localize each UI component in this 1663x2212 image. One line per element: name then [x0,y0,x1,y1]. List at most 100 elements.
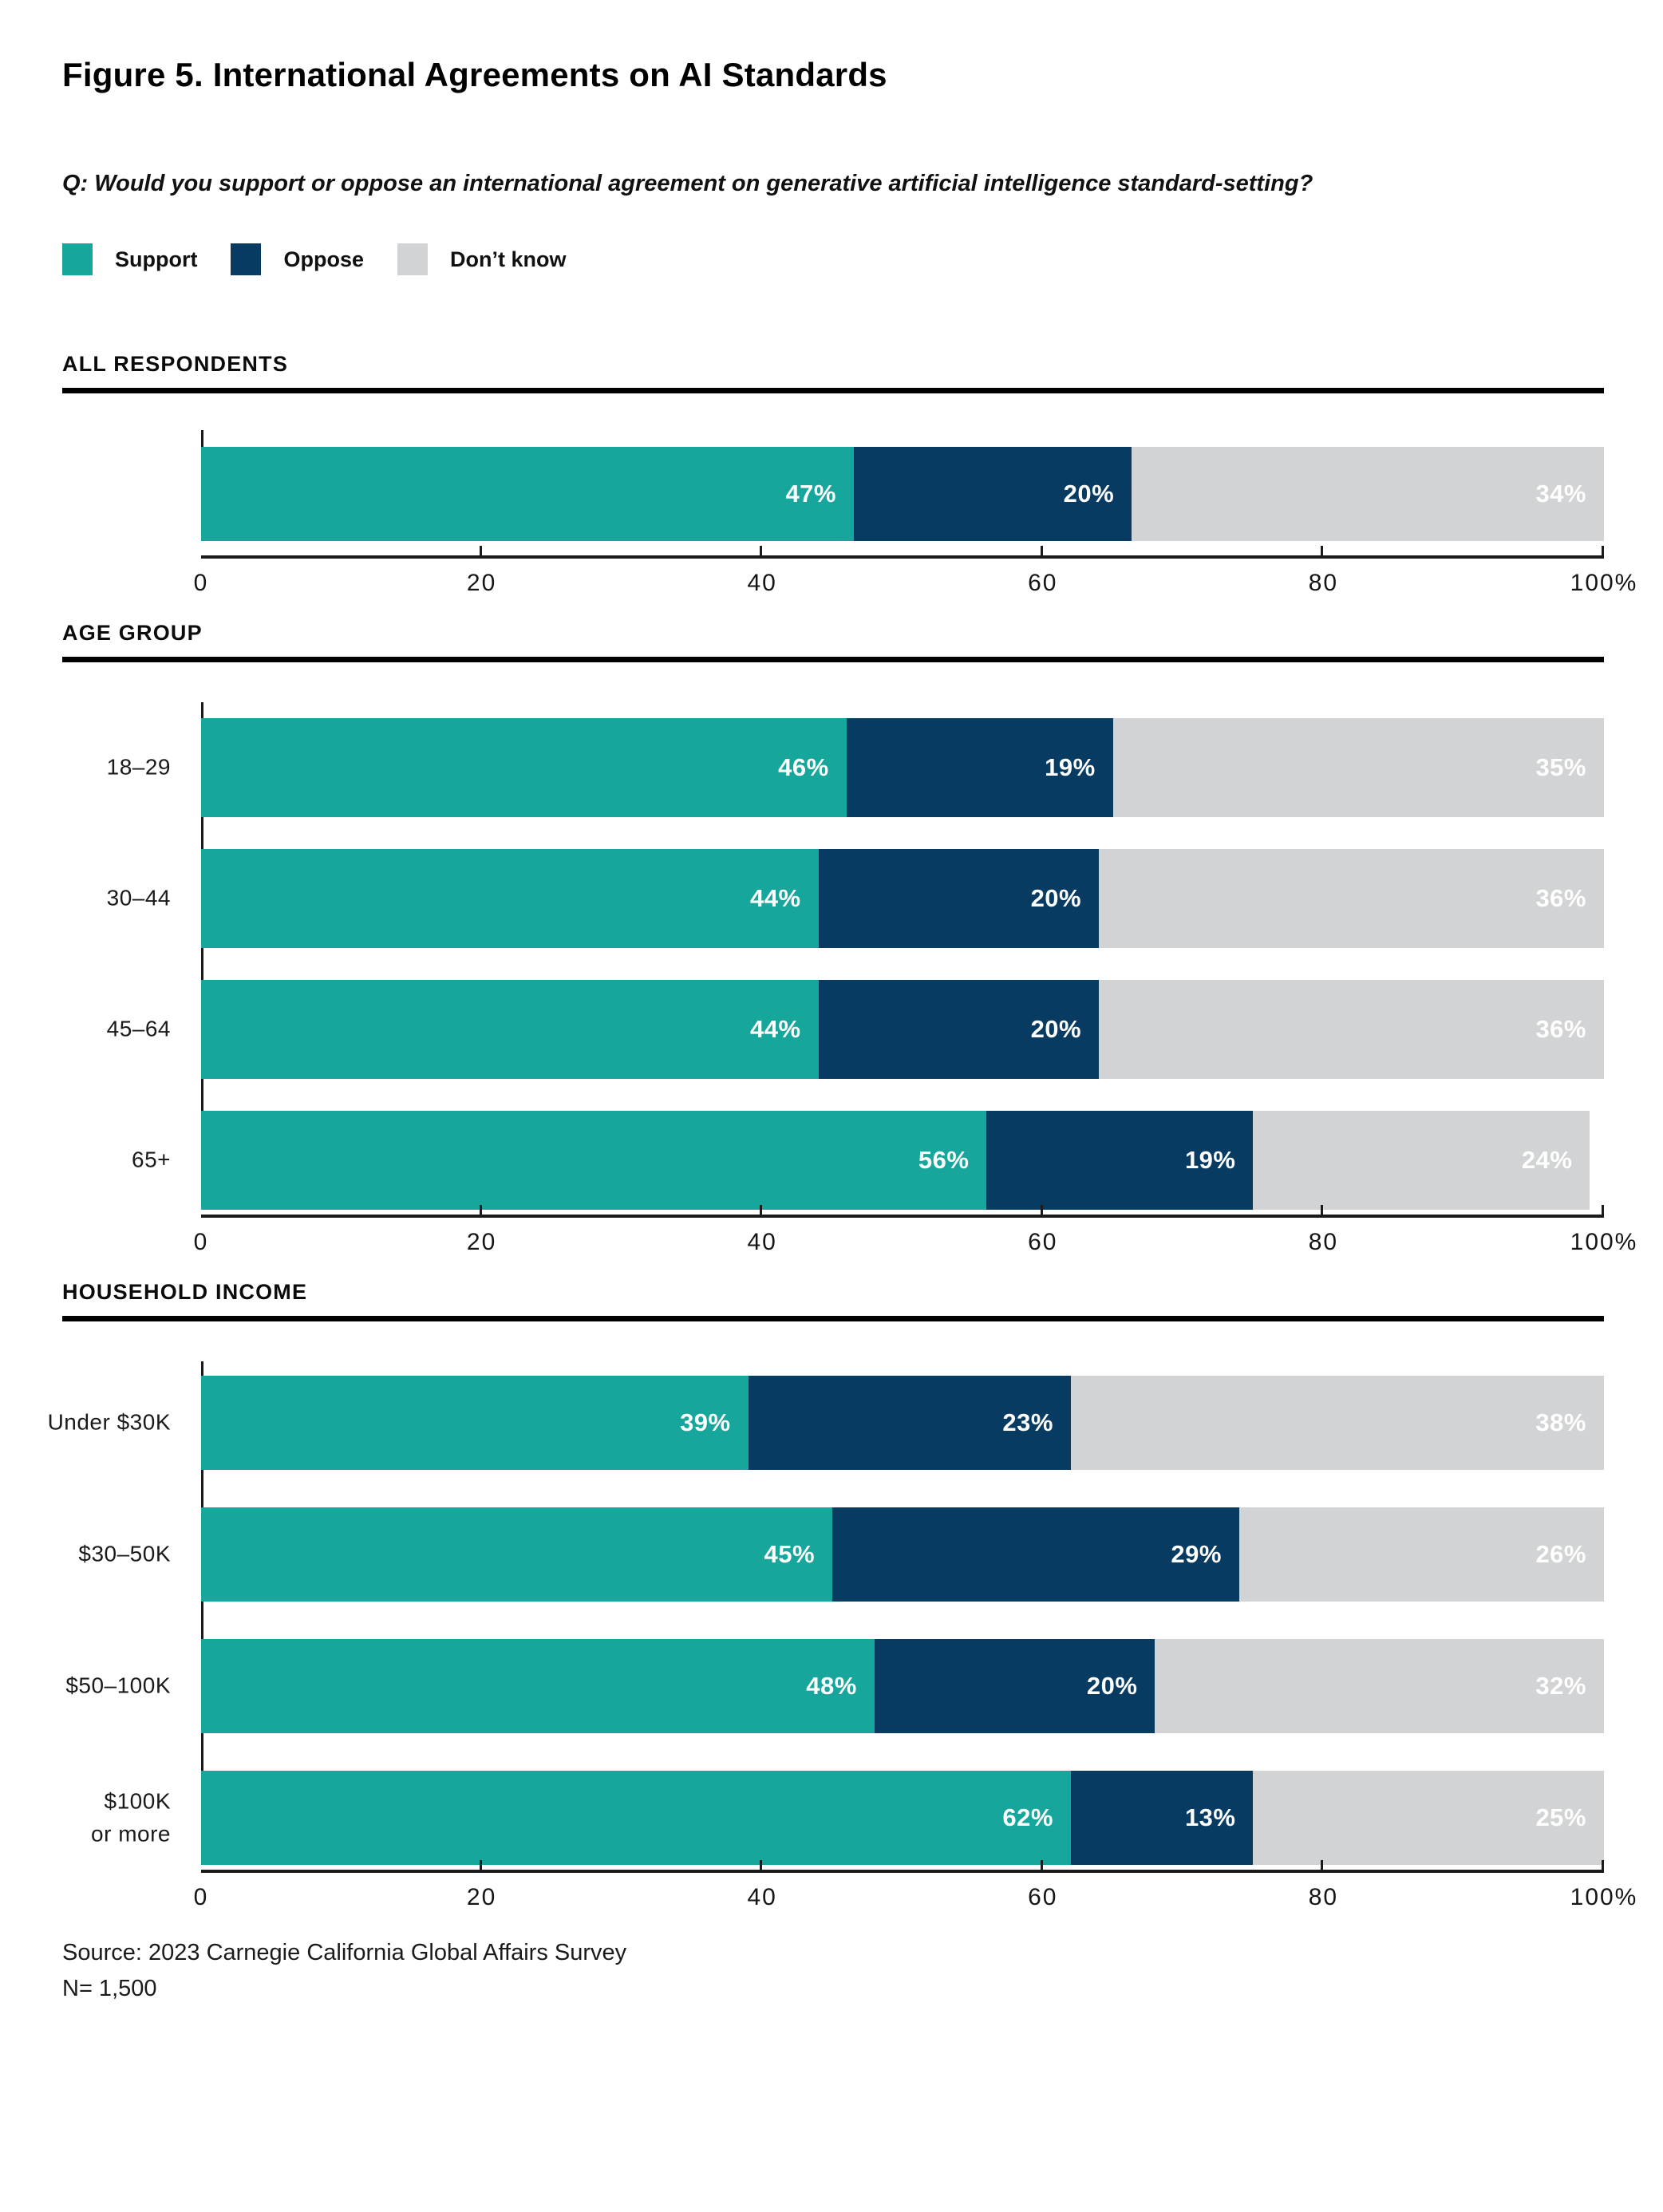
value-label: 26% [1535,1540,1586,1568]
bar-row: 45–64 44% 20% 36% [107,980,1604,1079]
category-label: 18–29 [106,754,171,780]
value-label: 62% [1002,1803,1053,1831]
bar-segment-oppose: 20% [874,1639,1155,1733]
stacked-bar: 45% 29% 26% [201,1507,1604,1602]
axis-tick-label: 60 [1028,570,1058,596]
category-label: Under $30K [47,1409,171,1435]
bar-segment-support: 46% [201,718,847,817]
stacked-bar: 48% 20% 32% [201,1639,1604,1733]
source-note: Source: 2023 Carnegie California Global … [62,1935,1604,2007]
axis-tick-label: 80 [1308,570,1339,596]
category-label: 65+ [132,1147,171,1172]
section-heading-age-group: AGE GROUP [62,621,203,645]
value-label: 20% [1086,1672,1138,1700]
axis-tick-label: 40 [747,1884,777,1910]
legend-label-dont-know: Don’t know [450,247,567,271]
bar-segment-support: 45% [201,1507,833,1602]
axis-tick-label: 0 [193,1884,209,1910]
section-household-income: HOUSEHOLD INCOME Under $30K 39% 23% 38% $30–… [48,1280,1637,1910]
axis-tick [1602,1860,1604,1873]
axis-tick [1040,1860,1043,1873]
bar-segment-oppose: 20% [818,980,1100,1079]
bar-segment-oppose: 23% [748,1376,1071,1470]
bar-segment-oppose: 19% [986,1111,1254,1210]
bar-segment-don-t-know: 38% [1070,1376,1604,1470]
value-label: 29% [1171,1540,1222,1568]
value-label: 46% [778,753,829,781]
value-label: 39% [680,1408,731,1436]
bar-segment-oppose: 29% [832,1507,1239,1602]
axis-tick [1040,1205,1043,1218]
axis-tick [1040,546,1043,559]
section-age-group: AGE GROUP 18–29 46% 19% 35% 30–44 44% 20% 36% 45… [62,621,1636,1255]
bar-segment-don-t-know: 35% [1112,718,1604,817]
sample-size: N= 1,500 [62,1975,157,2001]
dont-know-swatch-icon [397,243,428,275]
axis-tick [479,1205,482,1218]
section-all-respondents: ALL RESPONDENTS 47% 20% 34% 0 20 40 60 80 100% [62,352,1636,596]
value-label: 48% [806,1672,857,1700]
value-label: 13% [1184,1803,1236,1831]
axis-tick-label: 100% [1570,1884,1638,1910]
value-label: 56% [918,1146,970,1174]
survey-question: Q: Would you support or oppose an intern… [62,171,1313,196]
axis-tick-label: 100% [1570,570,1638,596]
bar-segment-support: 56% [201,1111,987,1210]
legend-item-support: Support [62,243,197,275]
value-label: 45% [764,1540,816,1568]
axis-tick-label: 60 [1028,1884,1058,1910]
category-label: 45–64 [106,1016,171,1041]
bar-segment-support: 48% [201,1639,875,1733]
bar-row: $50–100K 48% 20% 32% [65,1639,1604,1733]
axis-tick-label: 40 [747,570,777,596]
legend-label-support: Support [115,247,198,271]
bar-segment-support: 44% [201,980,819,1079]
value-label: 19% [1184,1146,1236,1174]
bar-area: Under $30K 39% 23% 38% $30–50K 45% 29% 26% $50–1… [48,1361,1604,1865]
value-label: 32% [1535,1672,1586,1700]
axis-tick-label: 20 [466,1884,497,1910]
legend-label-oppose: Oppose [283,247,364,271]
axis-tick-label: 80 [1308,1884,1339,1910]
bar-segment-support: 44% [201,849,819,948]
section-heading-household-income: HOUSEHOLD INCOME [62,1280,308,1304]
stacked-bar: 46% 19% 35% [201,718,1604,817]
axis-tick-label: 60 [1028,1229,1058,1255]
axis-tick [1321,546,1324,559]
bar-segment-don-t-know: 36% [1099,849,1604,948]
x-axis: 0 20 40 60 80 100% [194,1205,1636,1255]
value-label: 35% [1535,753,1586,781]
value-label: 38% [1535,1408,1586,1436]
bar-segment-oppose: 19% [846,718,1113,817]
axis-tick [760,1205,763,1218]
axis-tick-label: 80 [1308,1229,1339,1255]
bar-area: 18–29 46% 19% 35% 30–44 44% 20% 36% 45–64 44% 20% 3… [107,702,1604,1210]
stacked-bar: 56% 19% 24% [201,1111,1604,1210]
stacked-bar: 44% 20% 36% [201,849,1604,948]
bar-segment-support: 47% [201,447,854,541]
bar-row: $30–50K 45% 29% 26% [78,1507,1604,1602]
section-divider [62,1316,1604,1321]
x-axis: 0 20 40 60 80 100% [194,1860,1636,1910]
category-label: $100K or more [91,1788,171,1846]
bar-segment-oppose: 20% [818,849,1100,948]
oppose-swatch-icon [231,243,262,275]
axis-tick-label: 40 [747,1229,777,1255]
value-label: 44% [749,1015,801,1043]
axis-tick-label: 20 [466,1229,497,1255]
bar-segment-oppose: 13% [1070,1771,1254,1865]
bar-row: 30–44 44% 20% 36% [107,849,1604,948]
axis-tick [760,546,763,559]
value-label: 19% [1045,753,1096,781]
bar-segment-don-t-know: 25% [1253,1771,1604,1865]
value-label: 20% [1030,884,1082,912]
value-label: 20% [1063,480,1115,508]
section-divider [62,388,1604,393]
category-label: 30–44 [106,885,171,910]
axis-tick [479,1860,482,1873]
bar-segment-support: 39% [201,1376,749,1470]
bar-segment-don-t-know: 34% [1132,447,1604,541]
bar-segment-don-t-know: 32% [1155,1639,1604,1733]
category-label: $30–50K [78,1541,171,1566]
